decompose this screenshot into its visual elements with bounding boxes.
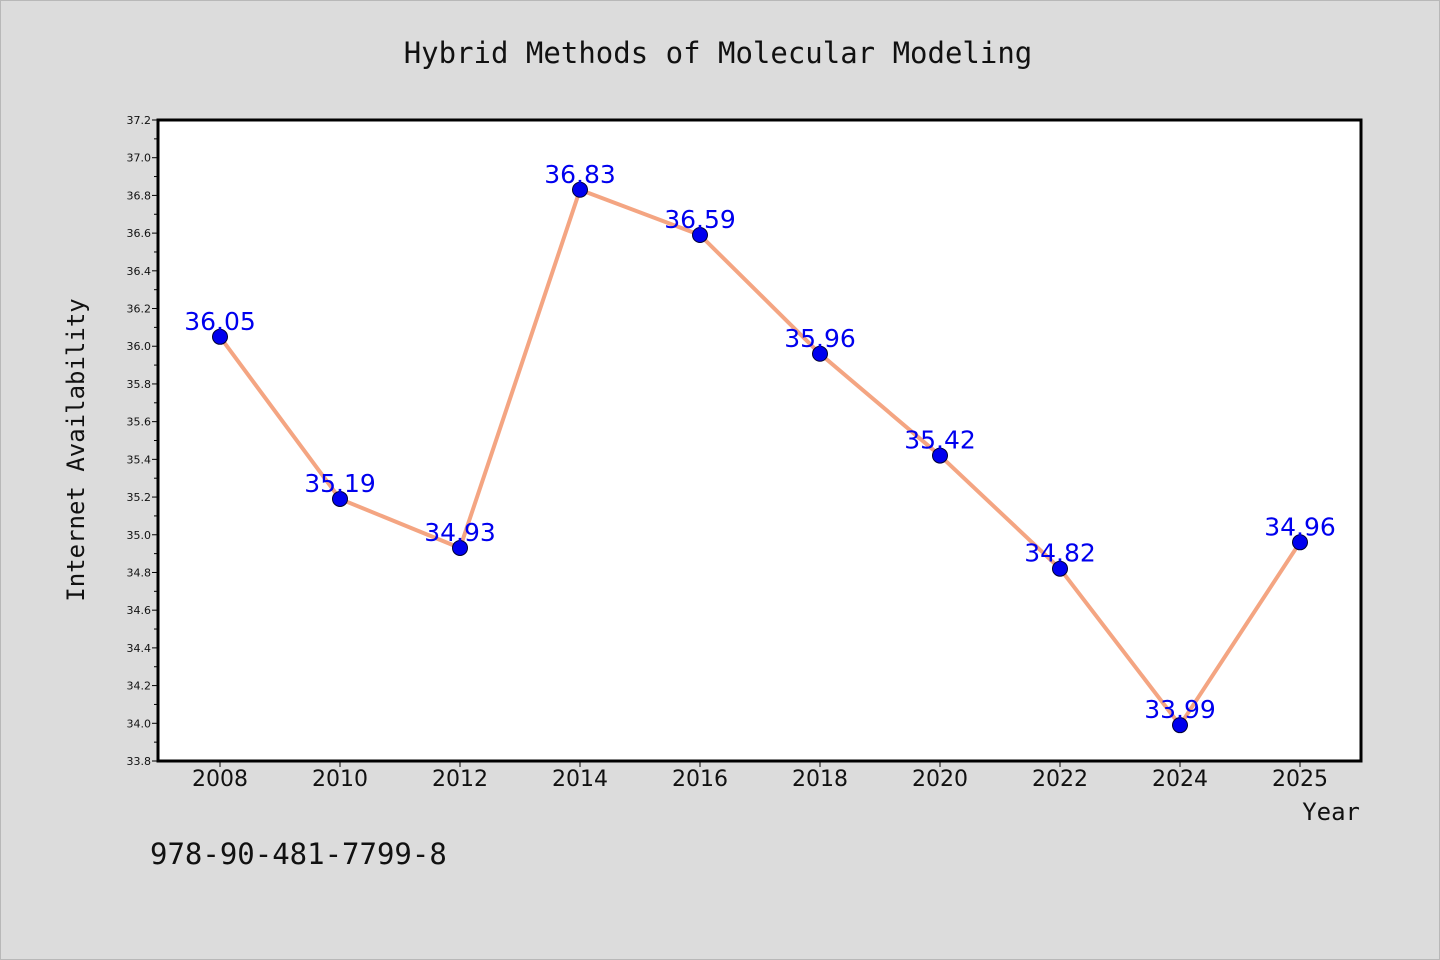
data-label: 34.93 [424, 518, 496, 547]
plot-area [156, 118, 1363, 763]
data-label: 36.59 [664, 205, 736, 234]
data-label: 35.19 [304, 469, 376, 498]
y-tick-label: 37.0 [127, 152, 152, 165]
x-tick-label: 2010 [312, 767, 368, 792]
x-tick-label: 2014 [552, 767, 608, 792]
data-label: 36.05 [184, 307, 256, 336]
data-point [812, 345, 828, 362]
data-point [1052, 560, 1068, 577]
y-tick-label: 34.0 [127, 717, 152, 730]
y-tick-label: 35.2 [127, 491, 152, 504]
data-label: 36.83 [544, 160, 616, 189]
y-tick-label: 34.4 [127, 642, 152, 655]
y-tick-label: 37.2 [127, 114, 152, 127]
series-layer: 36.05 35.19 34.93 36.83 36.59 35.96 35.42 34.82… [184, 160, 1336, 734]
data-point [1292, 534, 1308, 551]
data-label: 35.42 [904, 426, 976, 455]
y-tick-label: 36.6 [127, 227, 152, 240]
x-tick-label: 2008 [192, 767, 248, 792]
series-line [218, 187, 1302, 728]
data-point [212, 328, 228, 345]
data-label: 34.82 [1024, 539, 1096, 568]
x-tick-label: 2024 [1152, 767, 1208, 792]
x-axis: 2008 2010 2012 2014 2016 2018 2020 2022 2024 2025 [192, 761, 1328, 792]
y-tick-label: 33.8 [127, 755, 152, 768]
isbn-text: 978-90-481-7799-8 [150, 837, 447, 871]
y-tick-label: 34.8 [127, 566, 152, 579]
data-point [692, 227, 708, 244]
y-tick-label: 34.6 [127, 604, 152, 617]
data-point [452, 539, 468, 556]
chart-title: Hybrid Methods of Molecular Modeling [404, 36, 1033, 70]
y-tick-label: 34.2 [127, 680, 152, 693]
y-axis: 33.8 34.0 34.2 34.4 34.6 34.8 35.0 35.2 35.4 35.6… [127, 114, 158, 768]
data-point [572, 181, 588, 198]
y-axis-label: Internet Availability [62, 298, 90, 601]
data-label: 33.99 [1144, 695, 1216, 724]
x-tick-label: 2022 [1032, 767, 1088, 792]
x-tick-label: 2012 [432, 767, 488, 792]
x-tick-label: 2020 [912, 767, 968, 792]
data-label: 34.96 [1264, 512, 1336, 541]
x-tick-label: 2016 [672, 767, 728, 792]
x-tick-label: 2025 [1272, 767, 1328, 792]
y-tick-label: 35.4 [127, 453, 152, 466]
data-point [1172, 717, 1188, 734]
y-tick-label: 35.8 [127, 378, 152, 391]
data-point [932, 447, 948, 464]
x-tick-label: 2018 [792, 767, 848, 792]
y-tick-label: 35.6 [127, 416, 152, 429]
data-point [332, 490, 348, 507]
y-tick-label: 36.0 [127, 340, 152, 353]
y-tick-label: 36.4 [127, 265, 152, 278]
y-tick-label: 36.8 [127, 189, 152, 202]
y-tick-label: 36.2 [127, 303, 152, 316]
y-tick-label: 35.0 [127, 529, 152, 542]
data-label: 35.96 [784, 324, 856, 353]
x-axis-label: Year [1302, 798, 1360, 826]
